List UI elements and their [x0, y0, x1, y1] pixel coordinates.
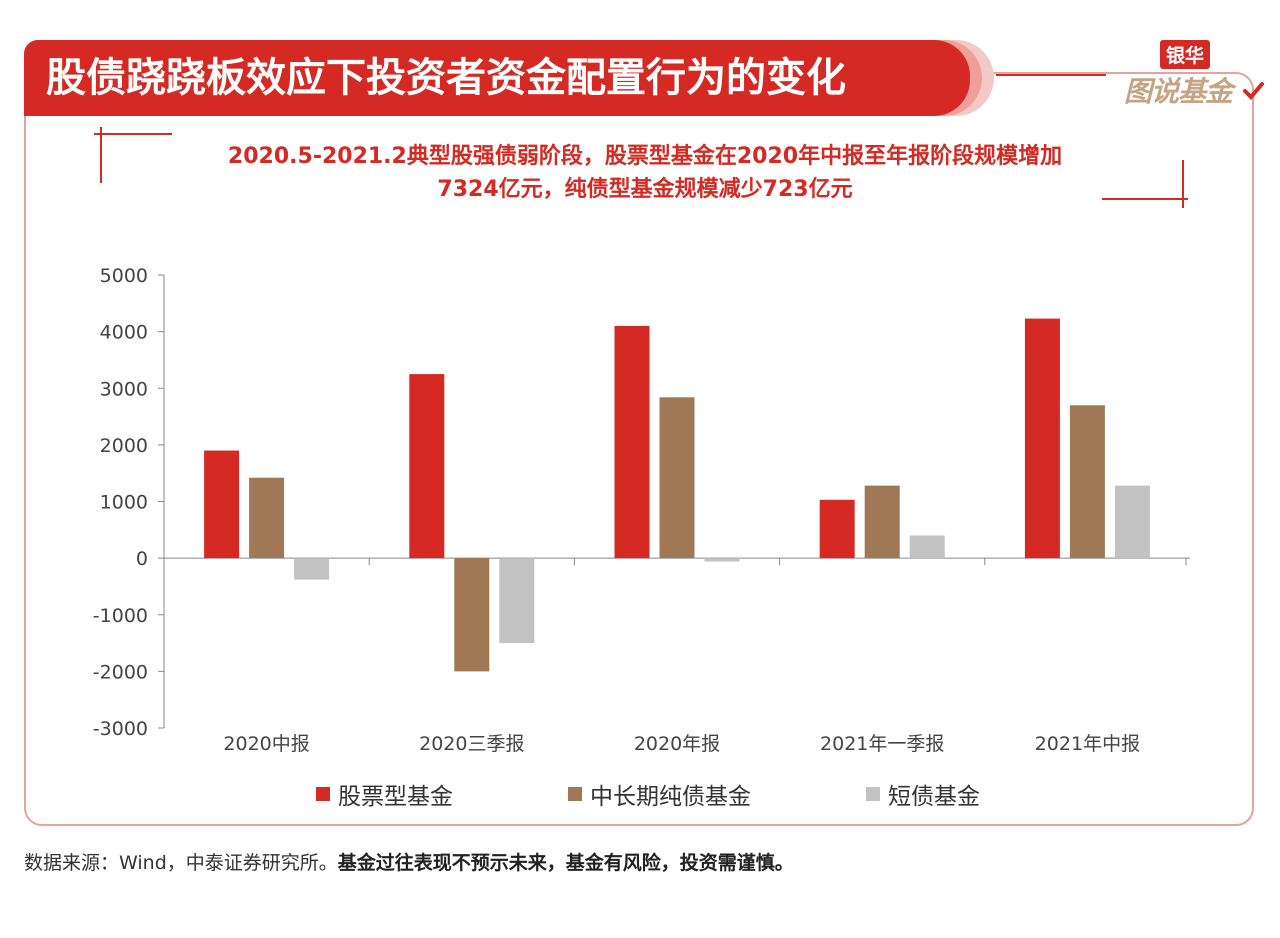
- chart-legend: 股票型基金 中长期纯债基金 短债基金: [0, 778, 1280, 810]
- bar: [1114, 485, 1150, 559]
- bar: [819, 499, 855, 559]
- bar: [454, 558, 490, 672]
- legend-item: 股票型基金: [316, 778, 453, 810]
- legend-label: 短债基金: [888, 784, 980, 810]
- banner-line: [996, 74, 1106, 76]
- bar: [409, 374, 445, 559]
- subtitle-line-1: 2020.5-2021.2典型股强债弱阶段，股票型基金在2020年中报至年报阶段…: [227, 144, 1063, 169]
- legend-item: 中长期纯债基金: [568, 778, 751, 810]
- x-tick-label: 2020年报: [634, 733, 720, 755]
- bar: [499, 558, 535, 644]
- bracket-top-left-h: [94, 133, 172, 135]
- y-tick-label: -3000: [93, 718, 148, 740]
- legend-swatch: [568, 787, 582, 801]
- bar: [614, 325, 650, 559]
- y-tick-label: 0: [136, 548, 148, 570]
- y-tick-label: 3000: [100, 378, 148, 400]
- subtitle-line-2: 7324亿元，纯债型基金规模减少723亿元: [437, 177, 853, 202]
- bracket-bottom-right-v: [1182, 160, 1184, 208]
- bracket-bottom-right-h: [1102, 198, 1188, 200]
- x-tick-label: 2021年中报: [1035, 733, 1140, 755]
- y-tick-label: -2000: [93, 661, 148, 683]
- bar: [909, 535, 945, 559]
- legend-swatch: [866, 787, 880, 801]
- bar: [294, 558, 330, 580]
- check-icon: [1243, 82, 1264, 100]
- bar: [659, 397, 695, 559]
- y-tick-label: 2000: [100, 435, 148, 457]
- page-title: 股债跷跷板效应下投资者资金配置行为的变化: [24, 40, 970, 116]
- chart-subtitle: 2020.5-2021.2典型股强债弱阶段，股票型基金在2020年中报至年报阶段…: [100, 140, 1190, 206]
- logo-bottom-text: 图说基金: [1124, 75, 1233, 108]
- bar: [204, 450, 240, 559]
- bar: [704, 558, 740, 562]
- footer-source: 数据来源：Wind，中泰证券研究所。: [24, 852, 338, 874]
- bar: [1069, 405, 1105, 559]
- legend-swatch: [316, 787, 330, 801]
- y-tick-label: 1000: [100, 492, 148, 514]
- title-banner: 股债跷跷板效应下投资者资金配置行为的变化: [24, 40, 1014, 116]
- bar: [864, 485, 900, 559]
- footer-note: 数据来源：Wind，中泰证券研究所。基金过往表现不预示未来，基金有风险，投资需谨…: [24, 848, 794, 875]
- bar: [1024, 318, 1060, 559]
- x-tick-label: 2020三季报: [419, 733, 524, 755]
- y-tick-label: -1000: [93, 605, 148, 627]
- y-tick-label: 5000: [100, 265, 148, 287]
- brand-logo: 银华 图说基金: [1124, 40, 1264, 112]
- bar: [249, 477, 285, 559]
- y-tick-label: 4000: [100, 322, 148, 344]
- x-tick-label: 2020中报: [223, 733, 309, 755]
- footer-disclaimer: 基金过往表现不预示未来，基金有风险，投资需谨慎。: [337, 852, 794, 874]
- bracket-top-left-v: [100, 127, 102, 183]
- legend-label: 中长期纯债基金: [590, 784, 751, 810]
- legend-item: 短债基金: [866, 778, 980, 810]
- x-tick-label: 2021年一季报: [820, 733, 944, 755]
- legend-label: 股票型基金: [338, 784, 453, 810]
- logo-top-text: 银华: [1160, 40, 1211, 69]
